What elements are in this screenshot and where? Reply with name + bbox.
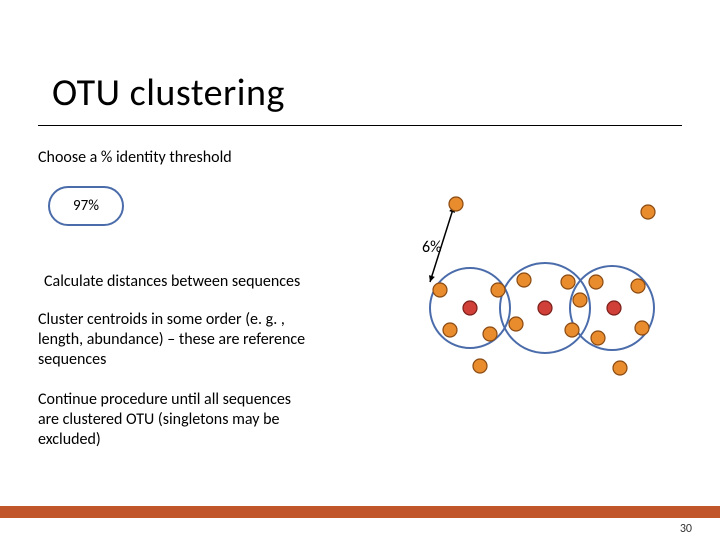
step-cluster-centroids: Cluster centroids in some order (e. g. ,… <box>38 310 318 370</box>
sequence-node <box>509 317 523 331</box>
cluster-diagram: 6% <box>390 190 690 390</box>
distance-label: 6% <box>422 238 442 257</box>
sequence-node <box>491 283 505 297</box>
sequence-node <box>443 323 457 337</box>
step-calc-distances: Calculate distances between sequences <box>44 272 300 292</box>
sequence-node <box>449 197 463 211</box>
sequence-node <box>641 205 655 219</box>
sequence-node <box>635 321 649 335</box>
page-number: 30 <box>680 522 692 536</box>
sequence-node <box>589 275 603 289</box>
sequence-node <box>631 279 645 293</box>
sequence-node <box>433 283 447 297</box>
centroid-node <box>538 301 552 315</box>
sequence-node <box>483 327 497 341</box>
slide: OTU clustering Choose a % identity thres… <box>0 0 720 540</box>
sequence-node <box>561 275 575 289</box>
sequence-node <box>591 331 605 345</box>
sequence-node <box>517 273 531 287</box>
title-underline <box>38 125 682 126</box>
step-choose-threshold: Choose a % identity threshold <box>38 148 232 168</box>
threshold-badge: 97% <box>48 186 124 226</box>
page-title: OTU clustering <box>52 70 285 116</box>
centroid-node <box>607 301 621 315</box>
sequence-node <box>573 293 587 307</box>
accent-bar <box>0 506 720 518</box>
sequence-node <box>473 359 487 373</box>
centroid-node <box>463 301 477 315</box>
step-continue: Continue procedure until all sequences a… <box>38 390 308 450</box>
sequence-node <box>565 323 579 337</box>
sequence-node <box>613 361 627 375</box>
